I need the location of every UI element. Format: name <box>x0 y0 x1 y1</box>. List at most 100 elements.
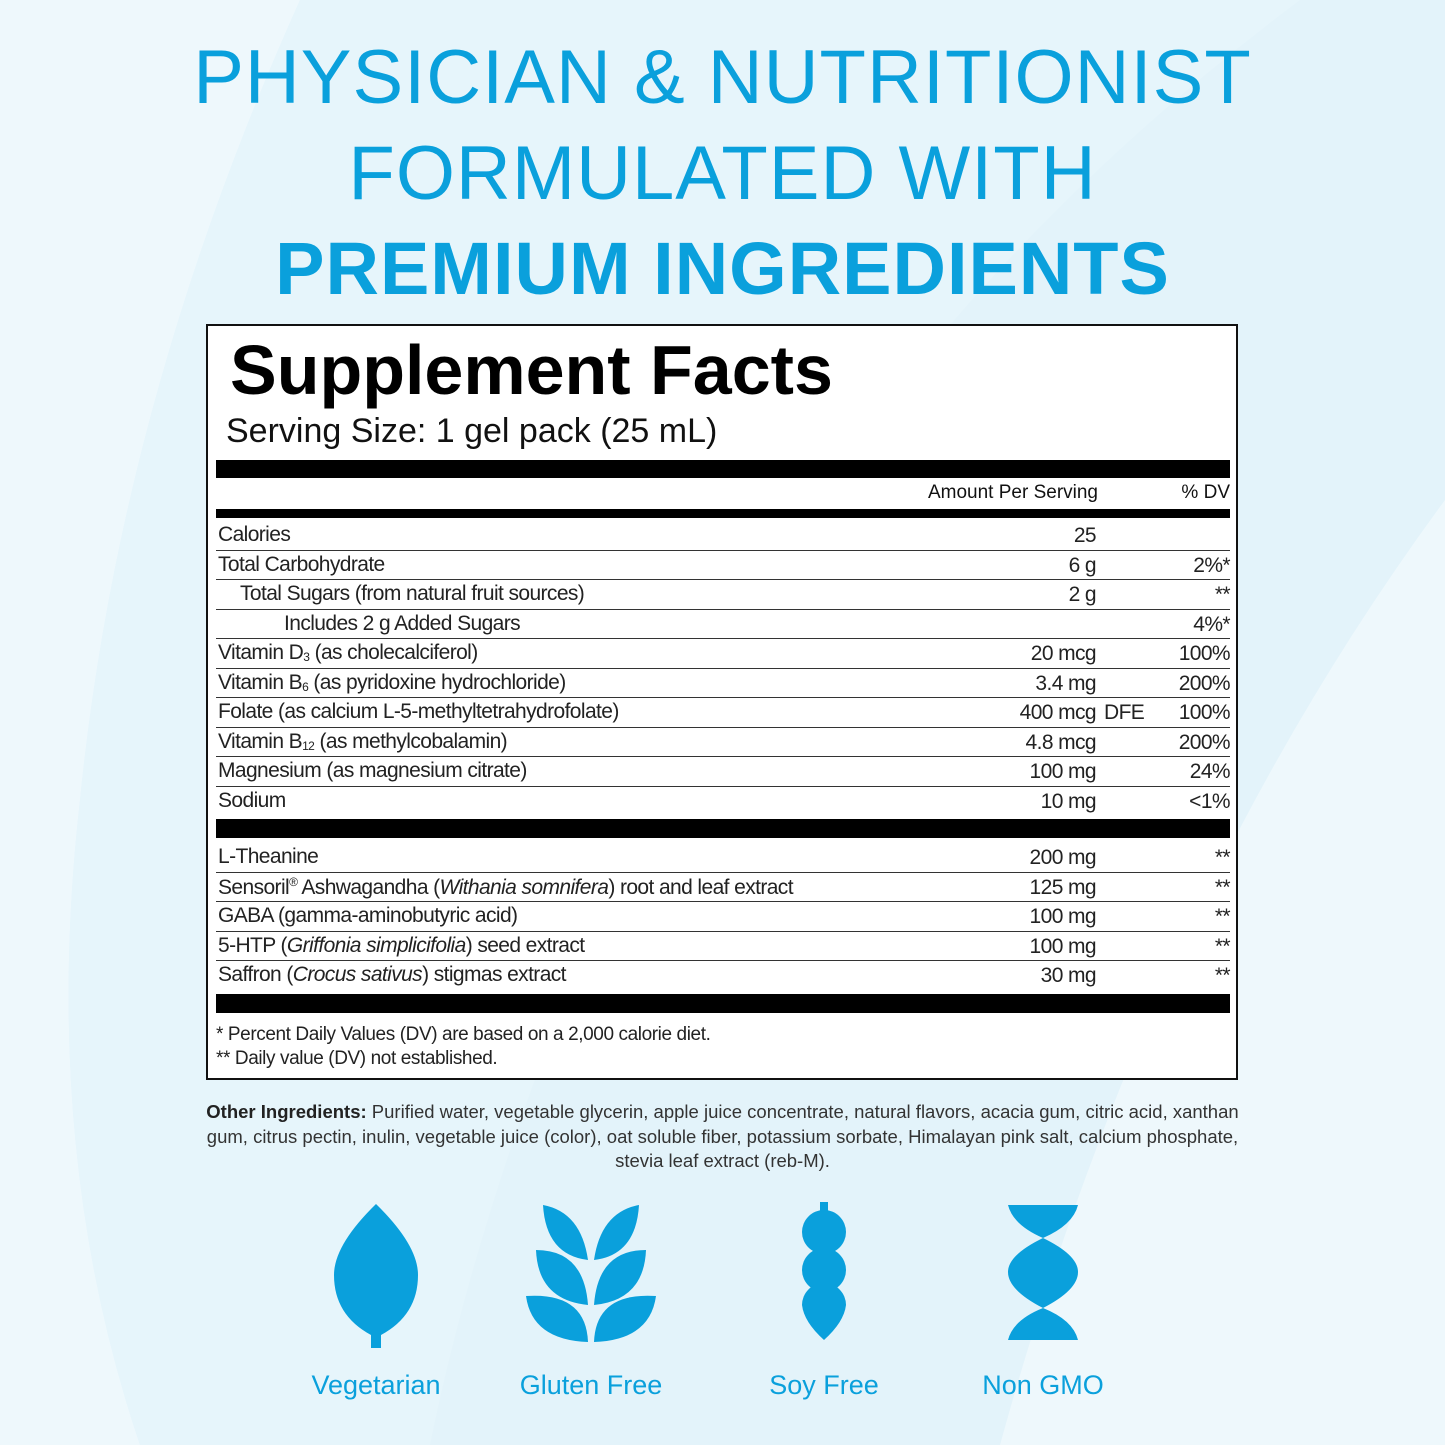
ingredient-name-part: Folate (as calcium L-5-methyltetrahydrof… <box>218 700 619 723</box>
table-row: Saffron (Crocus sativus) stigmas extract… <box>216 961 1231 991</box>
ingredient-name-part: 6 <box>302 679 309 694</box>
ingredient-name: Vitamin B6 (as pyridoxine hydrochloride) <box>218 671 566 695</box>
amount-per-serving: 20 mcg <box>1030 642 1097 665</box>
table-row: Sodium 10 mg <1% <box>216 787 1231 817</box>
amount-per-serving: 2 g <box>1068 583 1097 606</box>
badge-gluten-free: Gluten Free <box>491 1200 691 1400</box>
percent-dv: ** <box>1214 583 1231 606</box>
ingredient-name: Total Sugars (from natural fruit sources… <box>240 582 585 606</box>
percent-dv: 200% <box>1178 671 1231 695</box>
column-header-amount: Amount Per Serving <box>927 482 1098 503</box>
ingredient-name-part: L-Theanine <box>218 845 319 868</box>
amount-per-serving: 10 mg <box>1040 789 1097 813</box>
ingredient-name-part: Vitamin B <box>218 729 303 753</box>
ingredient-name-part: Calories <box>218 523 291 546</box>
ingredient-name-part: ) seed extract <box>465 933 585 957</box>
footnote-dv: * Percent Daily Values (DV) are based on… <box>216 1024 711 1045</box>
other-ingredients: Other Ingredients: Purified water, veget… <box>200 1100 1245 1174</box>
badge-vegetarian: Vegetarian <box>276 1200 476 1400</box>
badge-label: Non GMO <box>982 1370 1104 1400</box>
ingredient-name: L-Theanine <box>218 845 319 869</box>
ingredient-name-part: ) stigmas extract <box>422 963 566 986</box>
ingredient-name-part: Total Sugars (from natural fruit sources… <box>240 582 585 605</box>
amount-unit: DFE <box>1104 701 1145 724</box>
divider-bar <box>216 460 1230 478</box>
ingredient-name: GABA (gamma-aminobutyric acid) <box>218 904 518 928</box>
other-ingredients-label: Other Ingredients: <box>206 1101 367 1122</box>
ingredient-name: Folate (as calcium L-5-methyltetrahydrof… <box>218 700 619 724</box>
amount-per-serving: 100 mg <box>1029 905 1097 928</box>
nutrient-rows: Calories 25 Total Carbohydrate 6 g 2%* Total … <box>216 521 1231 817</box>
table-row: Calories 25 <box>216 521 1230 551</box>
percent-dv: ** <box>1214 905 1231 928</box>
table-row: Total Sugars (from natural fruit sources… <box>216 580 1231 610</box>
table-row: Total Carbohydrate 6 g 2%* <box>216 551 1231 580</box>
percent-dv: ** <box>1214 964 1231 987</box>
ingredient-name-part: Magnesium (as magnesium citrate) <box>218 759 527 782</box>
badge-non-gmo: Non GMO <box>943 1200 1143 1400</box>
divider-bar <box>216 819 1230 838</box>
ingredient-name: Sensoril® Ashwagandha (Withania somnifer… <box>218 874 794 900</box>
table-row: Vitamin B12 (as methylcobalamin) 4.8 mcg 2… <box>216 728 1231 757</box>
ingredient-name: Sodium <box>218 789 286 813</box>
ingredient-name-part: Griffonia simplicifolia <box>286 933 466 957</box>
ingredient-name: Calories <box>218 523 291 547</box>
ingredient-name-part: GABA (gamma-aminobutyric acid) <box>218 904 518 927</box>
ingredient-name-part: (as pyridoxine hydrochloride) <box>308 670 566 694</box>
soybean-icon <box>802 1202 846 1340</box>
amount-per-serving: 100 mg <box>1029 934 1097 958</box>
amount-per-serving: 30 mg <box>1040 964 1097 987</box>
percent-dv: 24% <box>1189 760 1231 783</box>
percent-dv: 2%* <box>1193 553 1230 577</box>
badge-label: Soy Free <box>769 1370 879 1400</box>
facts-title: Supplement Facts <box>230 331 833 409</box>
footnote-not-established: ** Daily value (DV) not established. <box>216 1048 498 1069</box>
amount-per-serving: 125 mg <box>1029 875 1097 899</box>
ingredient-name: 5-HTP (Griffonia simplicifolia) seed ext… <box>218 934 585 958</box>
percent-dv: 200% <box>1178 730 1231 754</box>
table-row: Includes 2 g Added Sugars 4%* <box>216 610 1231 639</box>
table-row: Vitamin D3 (as cholecalciferol) 20 mcg 100… <box>216 639 1231 669</box>
ingredient-name-part: 5-HTP ( <box>218 933 288 957</box>
ingredient-name-part: Includes 2 g Added Sugars <box>284 611 521 635</box>
divider-bar <box>216 994 1230 1013</box>
ingredient-name-part: Sodium <box>218 788 286 812</box>
ingredient-name: Saffron (Crocus sativus) stigmas extract <box>218 963 567 987</box>
badge-label: Vegetarian <box>311 1370 441 1400</box>
ingredient-name-part: Crocus sativus <box>292 963 423 986</box>
table-row: Vitamin B6 (as pyridoxine hydrochloride)… <box>216 669 1231 698</box>
badge-soy-free: Soy Free <box>724 1200 924 1400</box>
amount-per-serving: 6 g <box>1068 553 1097 577</box>
ingredient-name: Includes 2 g Added Sugars <box>284 611 521 636</box>
table-row: Sensoril® Ashwagandha (Withania somnifer… <box>216 873 1231 902</box>
ingredient-name-part: 12 <box>302 738 315 753</box>
amount-per-serving: 4.8 mcg <box>1025 730 1097 754</box>
amount-per-serving: 100 mg <box>1029 760 1097 783</box>
ingredient-name: Vitamin B12 (as methylcobalamin) <box>218 729 508 754</box>
percent-dv: 100% <box>1178 701 1231 724</box>
serving-size: Serving Size: 1 gel pack (25 mL) <box>226 412 718 450</box>
amount-per-serving: 3.4 mg <box>1035 671 1096 695</box>
ingredient-name: Total Carbohydrate <box>218 553 385 577</box>
table-row: 5-HTP (Griffonia simplicifolia) seed ext… <box>216 932 1231 961</box>
ingredient-name-part: 3 <box>303 650 310 664</box>
amount-per-serving: 25 <box>1073 524 1097 547</box>
amount-per-serving: 400 mcg <box>1019 701 1097 724</box>
table-row: L-Theanine 200 mg ** <box>216 843 1231 873</box>
divider-bar <box>216 509 1230 518</box>
other-ingredients-text: Purified water, vegetable glycerin, appl… <box>206 1101 1239 1171</box>
leaf-icon <box>334 1204 418 1348</box>
ingredient-name-part: ® <box>289 874 298 889</box>
ingredient-name-part: Sensoril <box>218 875 290 899</box>
amount-per-serving: 200 mg <box>1029 846 1097 869</box>
ingredient-name-part: Ashwagandha ( <box>297 875 440 899</box>
ingredient-name-part: Saffron ( <box>218 963 293 986</box>
percent-dv: 100% <box>1178 642 1231 665</box>
table-row: Magnesium (as magnesium citrate) 100 mg 24… <box>216 757 1231 787</box>
supplement-facts-panel: Supplement Facts Serving Size: 1 gel pac… <box>206 324 1238 1080</box>
ingredient-name-part: Vitamin B <box>218 670 303 694</box>
headline-line-2: FORMULATED WITH <box>348 131 1097 216</box>
percent-dv: 4%* <box>1193 612 1230 636</box>
ingredient-name-part: (as methylcobalamin) <box>314 729 508 753</box>
ingredient-name-part: (as cholecalciferol) <box>309 641 479 664</box>
